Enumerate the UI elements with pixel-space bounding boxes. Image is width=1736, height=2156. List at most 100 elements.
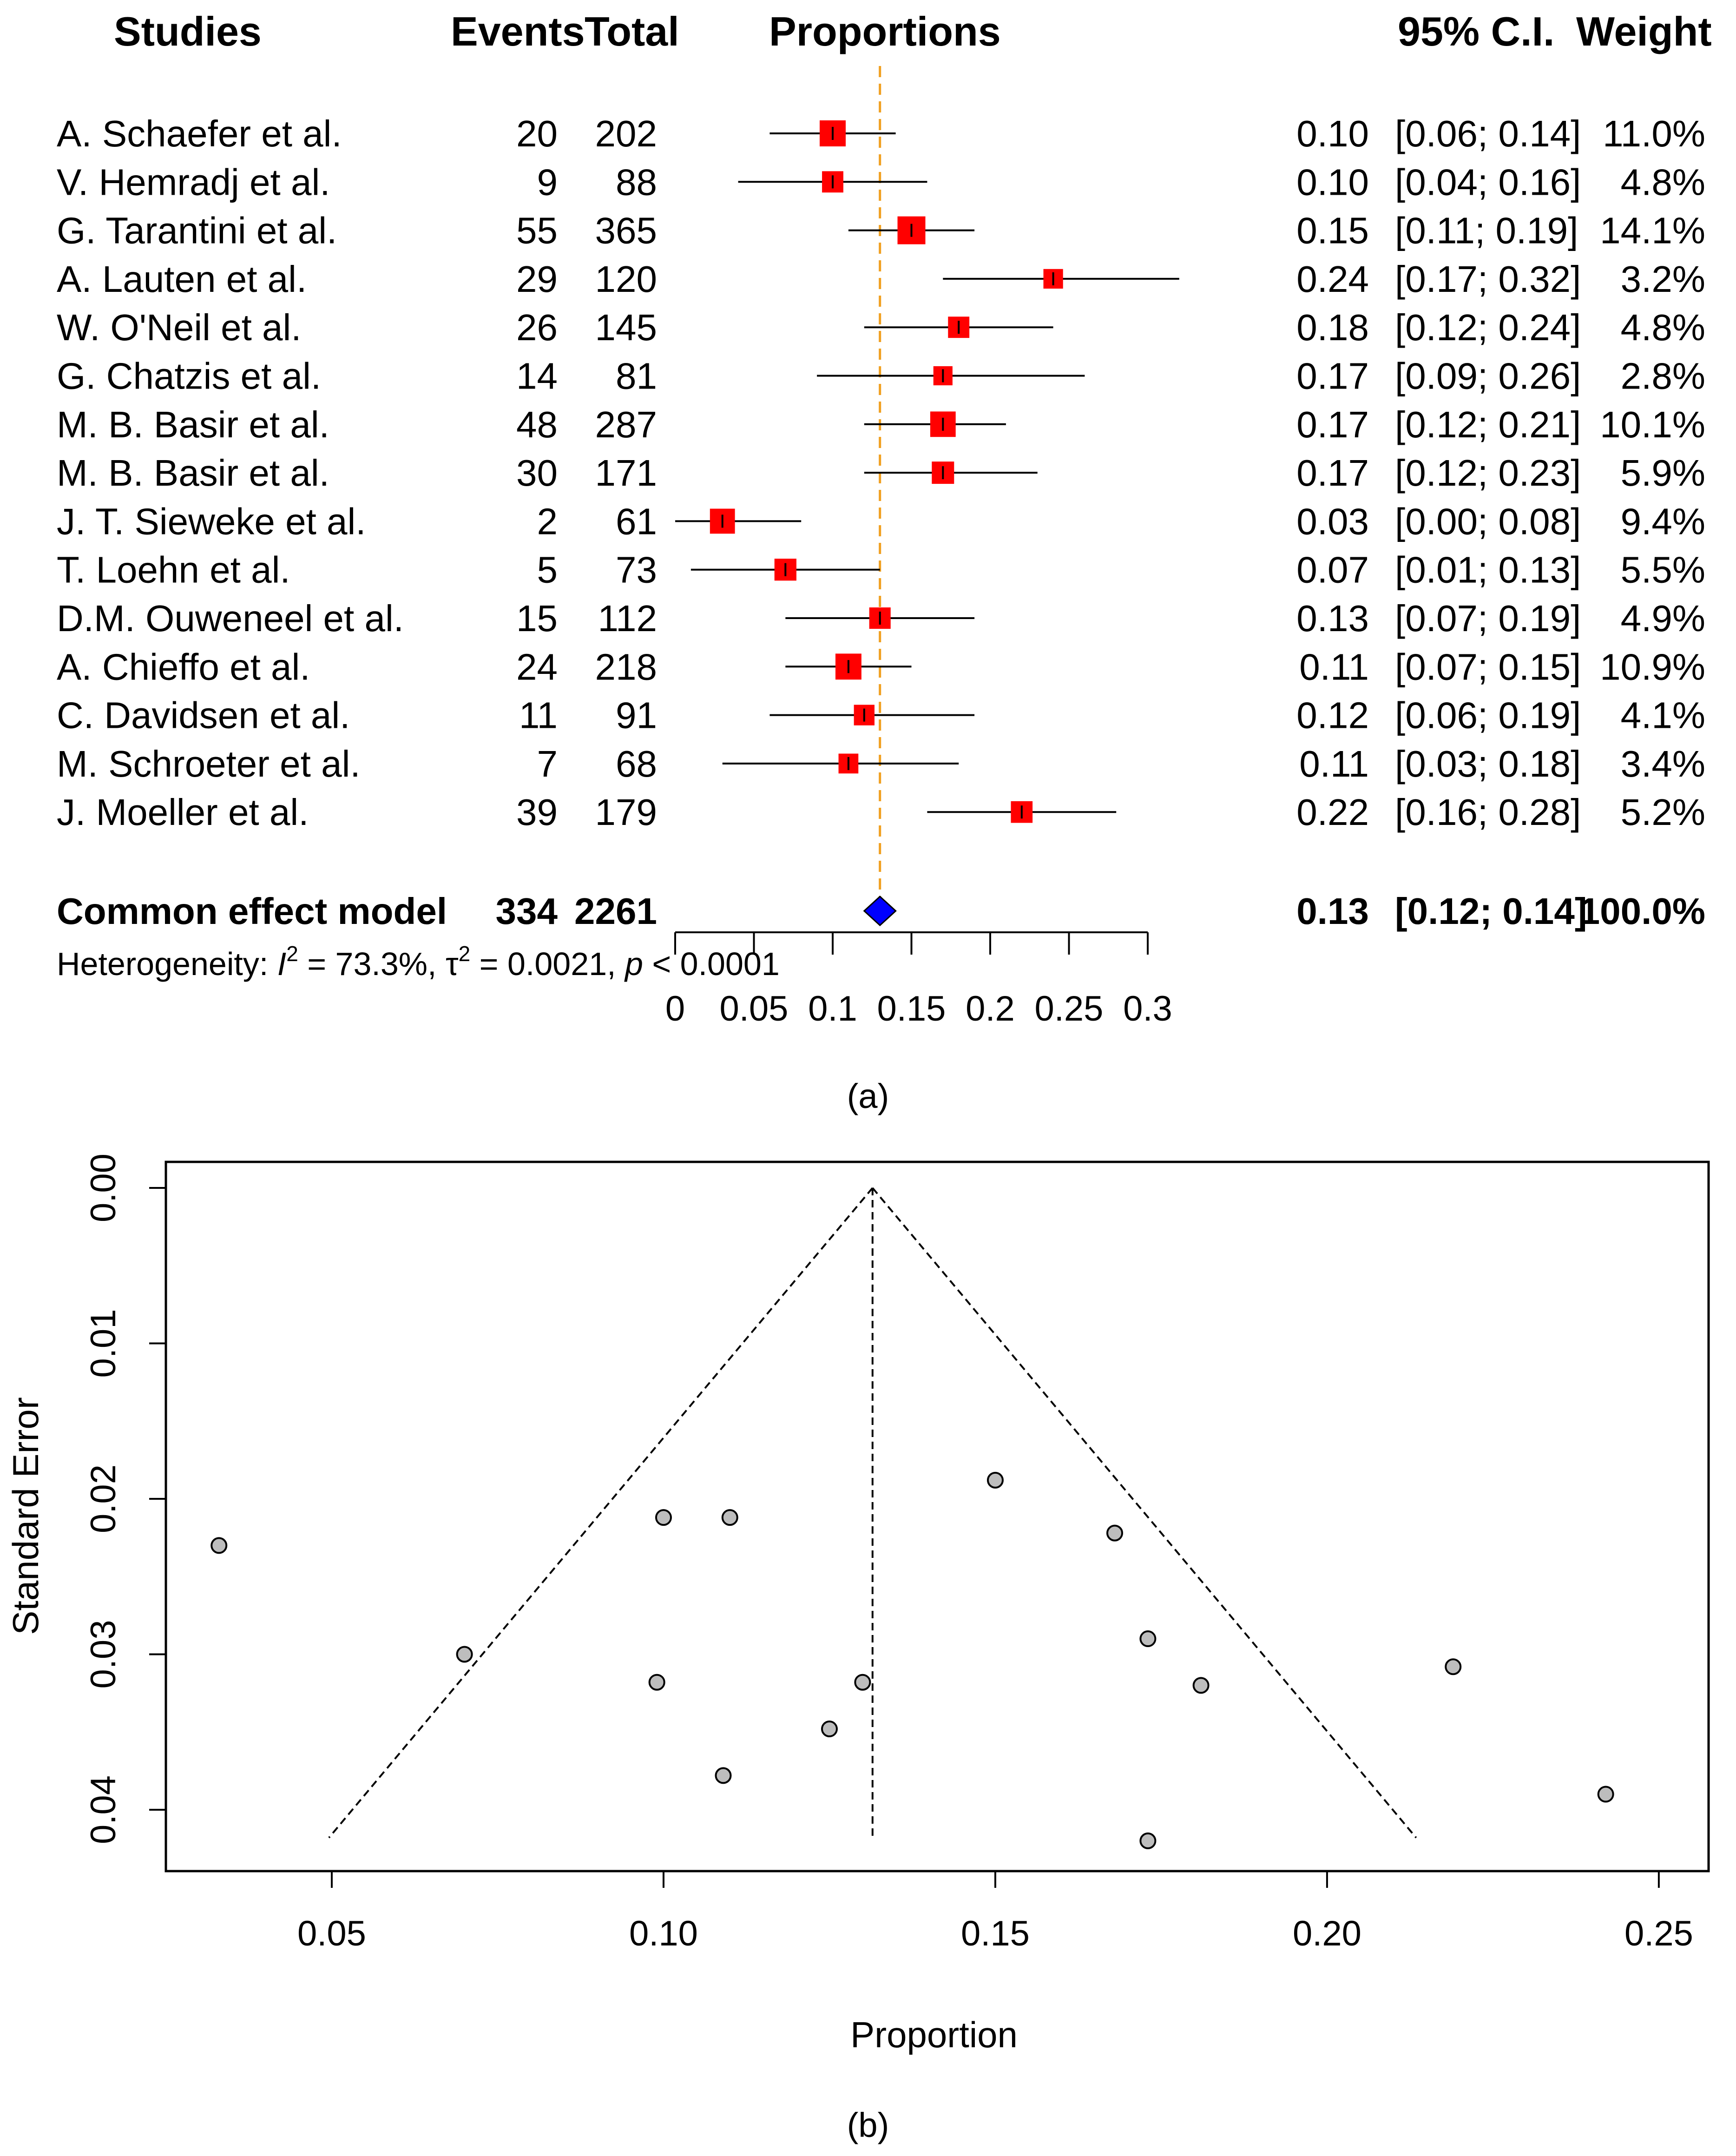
funnel-study-point (1445, 1658, 1462, 1675)
header-ci: 95% C.I. (1398, 8, 1554, 54)
funnel-study-point (1597, 1786, 1614, 1803)
forest-row: A. Schaefer et al. 20 202 0.10 [0.06; 0.14] 1… (57, 113, 1705, 154)
funnel-x-axis-label: Proportion (850, 2014, 1018, 2055)
forest-row: M. B. Basir et al. 30 171 0.17 [0.12; 0.23] 5… (57, 452, 1705, 494)
study-ci: [0.12; 0.21] (1395, 404, 1581, 445)
funnel-lines (328, 1187, 1417, 1839)
forest-row: C. Davidsen et al. 11 91 0.12 [0.06; 0.19] 4.… (57, 695, 1705, 736)
study-name: W. O'Neil et al. (57, 307, 302, 348)
funnel-y-tick-label: 0.00 (84, 1154, 123, 1222)
study-proportion: 0.13 (1296, 598, 1369, 639)
study-events: 7 (537, 743, 558, 785)
heterogeneity-i-value: = 73.3%, (298, 946, 446, 982)
funnel-study-point (1139, 1630, 1157, 1648)
study-weight: 3.4% (1621, 743, 1705, 785)
forest-header-row: Studies Events Total Proportions 95% C.I… (114, 8, 1712, 54)
study-total: 112 (598, 598, 657, 639)
forest-row: W. O'Neil et al. 26 145 0.18 [0.12; 0.24] 4.8… (57, 307, 1705, 348)
study-total: 61 (616, 501, 657, 542)
study-events: 30 (516, 452, 558, 494)
study-proportion: 0.18 (1296, 307, 1369, 348)
study-weight: 4.1% (1621, 695, 1705, 736)
funnel-study-point (721, 1509, 738, 1526)
funnel-study-point (715, 1767, 732, 1784)
forest-row: G. Tarantini et al. 55 365 0.15 [0.11; 0.19]… (57, 210, 1705, 251)
study-ci: [0.00; 0.08] (1395, 501, 1581, 542)
study-events: 39 (516, 791, 558, 833)
forest-row: D.M. Ouweneel et al. 15 112 0.13 [0.07; 0.19… (57, 598, 1705, 639)
study-name: A. Schaefer et al. (57, 113, 342, 154)
funnel-y-tick-label: 0.03 (84, 1620, 123, 1689)
study-total: 202 (595, 113, 657, 154)
study-proportion: 0.11 (1299, 646, 1369, 687)
study-name: V. Hemradj et al. (57, 161, 330, 203)
funnel-y-axis-label: Standard Error (5, 1397, 46, 1635)
funnel-y-axis: 0.00 0.01 0.02 0.03 0.04 (84, 1154, 167, 1844)
funnel-study-point (456, 1646, 473, 1663)
study-events: 11 (519, 695, 558, 736)
study-name: M. B. Basir et al. (57, 452, 329, 494)
funnel-x-tick-label: 0.05 (297, 1914, 366, 1953)
pooled-total: 2261 (574, 890, 657, 932)
forest-pooled-row: Common effect model 334 2261 0.13 [0.12;… (57, 890, 1705, 932)
funnel-study-point (1192, 1677, 1210, 1694)
header-proportions: Proportions (769, 8, 1001, 54)
study-events: 55 (516, 210, 558, 251)
study-total: 120 (595, 258, 657, 300)
forest-axis-tick-label: 0.1 (808, 989, 857, 1029)
study-name: J. Moeller et al. (57, 791, 309, 833)
study-weight: 10.9% (1600, 646, 1705, 687)
study-weight: 3.2% (1621, 258, 1705, 300)
funnel-right-boundary (872, 1187, 1417, 1839)
heterogeneity-tau-value: = 0.0021, (470, 946, 625, 982)
caption-a: (a) (847, 1077, 889, 1115)
study-proportion: 0.03 (1296, 501, 1369, 542)
heterogeneity-tau-superscript: 2 (459, 942, 471, 966)
forest-axis-tick-label: 0.05 (720, 989, 789, 1029)
study-weight: 5.5% (1621, 549, 1705, 591)
study-total: 68 (616, 743, 657, 785)
funnel-study-point (1139, 1832, 1157, 1849)
forest-row: V. Hemradj et al. 9 88 0.10 [0.04; 0.16] 4.8% (57, 161, 1705, 203)
study-weight: 10.1% (1600, 404, 1705, 445)
funnel-left-boundary (328, 1187, 874, 1839)
heterogeneity-tau-symbol: τ (446, 946, 459, 982)
study-proportion: 0.17 (1296, 452, 1369, 494)
heterogeneity-i-symbol: I (277, 946, 286, 982)
study-weight: 4.8% (1621, 307, 1705, 348)
study-name: J. T. Sieweke et al. (57, 501, 366, 542)
heterogeneity-prefix: Heterogeneity: (57, 946, 277, 982)
forest-row: J. T. Sieweke et al. 2 61 0.03 [0.00; 0.08] 9… (57, 501, 1705, 542)
study-total: 179 (595, 791, 657, 833)
study-total: 88 (616, 161, 657, 203)
study-events: 20 (516, 113, 558, 154)
forest-axis-tick-label: 0.3 (1123, 989, 1172, 1029)
forest-row: M. Schroeter et al. 7 68 0.11 [0.03; 0.18] 3.… (57, 743, 1705, 785)
study-events: 26 (516, 307, 558, 348)
study-name: C. Davidsen et al. (57, 695, 350, 736)
study-ci: [0.12; 0.24] (1395, 307, 1581, 348)
forest-row: T. Loehn et al. 5 73 0.07 [0.01; 0.13] 5.5% (57, 549, 1705, 591)
caption-b-text: (b) (847, 2106, 889, 2144)
pooled-ci: [0.12; 0.14] (1395, 890, 1587, 932)
funnel-study-point (655, 1509, 672, 1526)
study-proportion: 0.15 (1296, 210, 1369, 251)
study-name: G. Chatzis et al. (57, 356, 321, 397)
pooled-estimate-diamond (863, 895, 897, 927)
study-ci: [0.16; 0.28] (1395, 791, 1581, 833)
funnel-y-tick-label: 0.01 (84, 1309, 123, 1378)
study-ci: [0.09; 0.26] (1395, 356, 1581, 397)
caption-b: (b) (847, 2106, 889, 2144)
funnel-x-tick-label: 0.15 (961, 1914, 1030, 1953)
funnel-points (210, 1471, 1614, 1849)
funnel-x-axis: 0.05 0.10 0.15 0.20 0.25 (297, 1870, 1693, 1953)
study-events: 24 (516, 646, 558, 687)
study-ci: [0.01; 0.13] (1395, 549, 1581, 591)
funnel-plot-panel: 0.05 0.10 0.15 0.20 0.25 0.000.010.020.030.0… (5, 1154, 1710, 2144)
study-proportion: 0.24 (1296, 258, 1369, 300)
study-total: 73 (616, 549, 657, 591)
funnel-x-tick-label: 0.20 (1293, 1914, 1361, 1953)
study-total: 81 (616, 356, 657, 397)
funnel-y-tick-label: 0.02 (84, 1464, 123, 1533)
